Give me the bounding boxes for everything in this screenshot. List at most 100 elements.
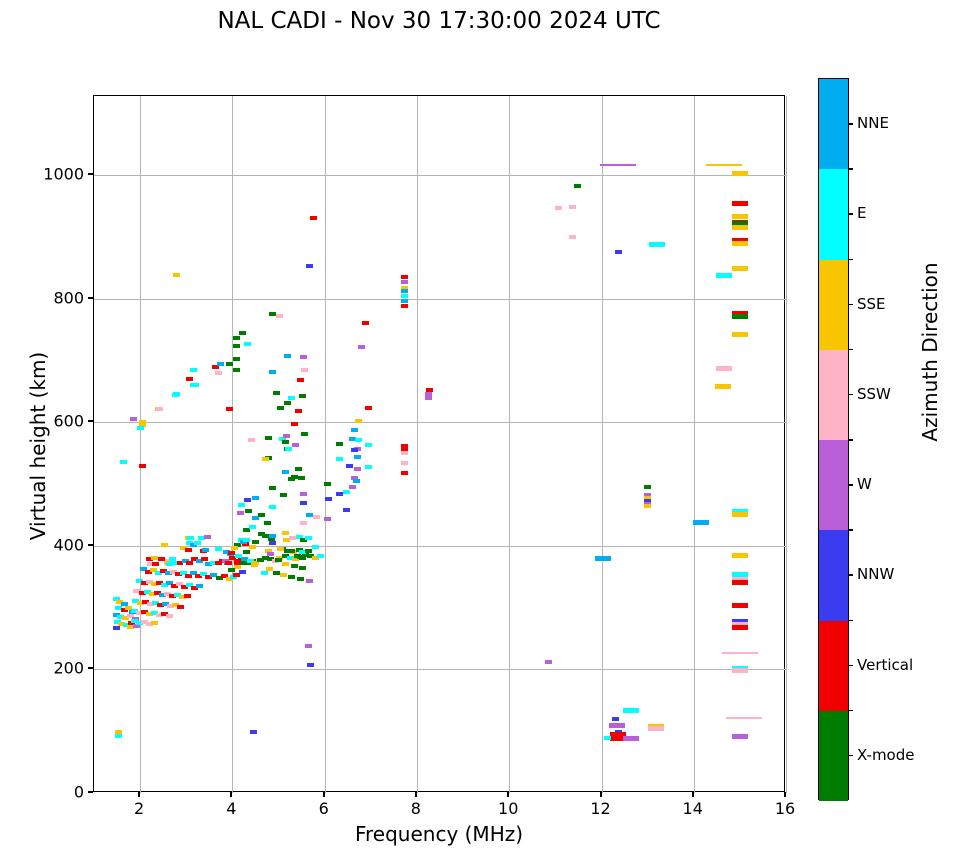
data-point xyxy=(609,722,626,728)
data-point xyxy=(230,546,238,551)
data-point xyxy=(731,221,748,227)
data-point xyxy=(305,548,312,553)
data-point xyxy=(238,569,246,574)
data-point xyxy=(350,448,358,453)
data-point xyxy=(162,601,169,606)
y-tick xyxy=(88,420,93,423)
data-point xyxy=(299,394,306,399)
data-point xyxy=(731,265,748,271)
data-point xyxy=(299,556,306,561)
data-point xyxy=(182,558,190,563)
data-point xyxy=(279,493,287,498)
data-point xyxy=(277,546,285,551)
data-point xyxy=(358,344,366,349)
data-point xyxy=(175,561,183,566)
data-point xyxy=(150,582,158,587)
colorbar-tick-label: NNW xyxy=(857,565,895,584)
data-point xyxy=(237,503,245,508)
data-point xyxy=(243,497,251,502)
data-point xyxy=(614,250,622,255)
data-point xyxy=(269,369,276,374)
data-point xyxy=(135,579,143,584)
data-point xyxy=(169,570,177,575)
y-tick xyxy=(88,296,93,299)
data-point xyxy=(228,567,236,572)
x-tick xyxy=(507,792,510,797)
data-point xyxy=(138,590,146,595)
y-tick xyxy=(88,543,93,546)
x-tick-label: 4 xyxy=(226,799,237,818)
data-point xyxy=(242,528,250,533)
plot-area[interactable] xyxy=(93,95,787,793)
data-point xyxy=(307,554,315,559)
data-point xyxy=(164,571,172,575)
y-tick-label: 400 xyxy=(53,535,84,555)
data-point xyxy=(215,546,223,551)
data-point xyxy=(298,566,306,571)
colorbar-boundary-tick xyxy=(849,439,853,441)
data-point xyxy=(343,490,351,495)
data-point xyxy=(151,601,159,606)
data-point xyxy=(284,400,292,405)
data-point xyxy=(247,437,255,442)
data-point xyxy=(364,443,372,448)
data-point xyxy=(120,601,128,606)
data-point xyxy=(205,562,213,567)
data-point xyxy=(301,368,309,373)
data-point xyxy=(335,491,343,496)
colorbar-tick-label: W xyxy=(857,475,872,494)
data-point xyxy=(203,535,211,540)
data-point xyxy=(721,652,758,655)
data-point xyxy=(117,614,125,619)
data-point xyxy=(545,660,553,664)
colorbar-segment-e xyxy=(819,169,848,260)
data-point xyxy=(264,521,272,525)
data-point xyxy=(205,575,213,580)
data-point xyxy=(731,241,748,247)
data-point xyxy=(424,395,432,400)
data-point xyxy=(163,592,171,596)
colorbar-boundary-tick xyxy=(849,348,853,351)
data-point xyxy=(200,572,208,577)
data-point xyxy=(354,454,362,459)
data-point xyxy=(279,572,287,577)
data-point xyxy=(269,311,276,316)
data-point xyxy=(202,547,210,552)
data-point xyxy=(324,517,332,522)
data-point xyxy=(212,365,220,370)
data-point xyxy=(325,496,333,501)
data-point xyxy=(210,560,218,565)
data-point xyxy=(140,580,148,585)
data-point xyxy=(257,512,265,517)
x-gridline xyxy=(416,96,418,793)
data-point xyxy=(731,624,748,630)
data-point xyxy=(156,407,163,412)
data-point xyxy=(180,585,188,590)
data-point xyxy=(274,558,282,562)
data-point xyxy=(172,603,180,608)
data-point xyxy=(248,525,256,530)
data-point xyxy=(401,299,409,304)
data-point xyxy=(130,609,138,614)
data-point xyxy=(304,643,312,648)
data-point xyxy=(282,554,289,559)
data-point xyxy=(731,238,748,244)
data-point xyxy=(290,475,298,480)
data-point xyxy=(401,289,409,294)
data-point xyxy=(312,544,320,549)
data-point xyxy=(349,436,357,441)
data-point xyxy=(268,534,276,538)
y-tick xyxy=(88,667,93,670)
data-point xyxy=(401,285,409,290)
colorbar-segment-ssw xyxy=(819,349,848,441)
data-point xyxy=(148,592,156,596)
data-point xyxy=(350,428,358,433)
data-point xyxy=(232,343,240,348)
data-point xyxy=(184,593,192,598)
data-point xyxy=(424,392,432,397)
data-point xyxy=(159,569,167,574)
data-point xyxy=(225,361,233,366)
colorbar-label: Azimuth Direction xyxy=(918,262,942,442)
data-point xyxy=(401,304,409,309)
data-point xyxy=(266,567,274,572)
